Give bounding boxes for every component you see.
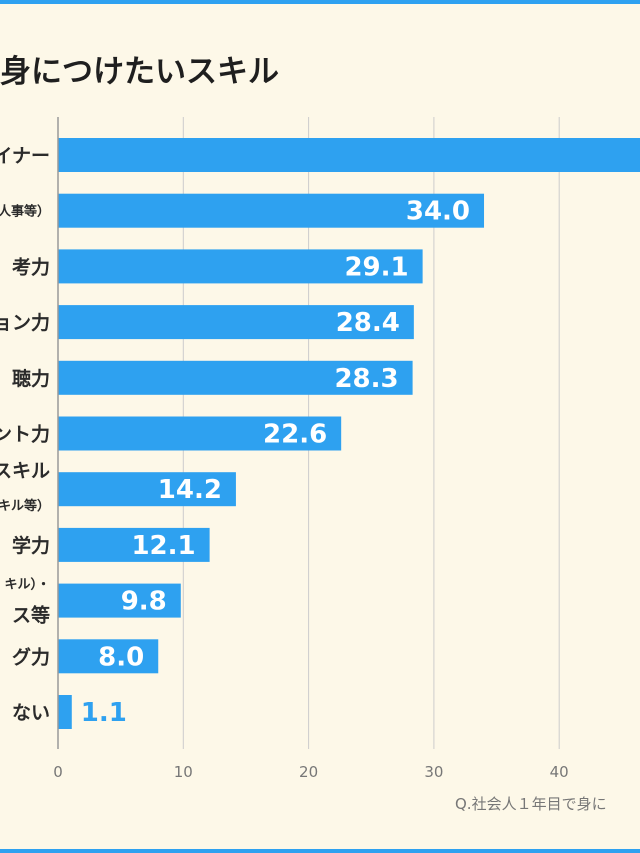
bar-chart: イナー 34.0 人事等） 29.1 考力 28.4 ョン力 28.3 聴力 22.6 ント力 14.… (0, 117, 640, 781)
category-label: ス等 (12, 604, 50, 627)
data-label: 12.1 (131, 531, 195, 561)
category-label: スキル (0, 460, 50, 482)
bar (58, 583, 181, 618)
bar (58, 193, 485, 228)
bar (58, 138, 640, 172)
bar (58, 472, 236, 507)
bar (58, 249, 423, 284)
category-label: ント力 (0, 423, 50, 446)
data-label: 22.6 (263, 420, 327, 450)
x-tick-label: 10 (174, 763, 193, 781)
x-tick-label: 30 (424, 763, 443, 781)
category-label: ない (12, 702, 50, 724)
bar (58, 527, 210, 562)
category-label: 聴力 (12, 367, 50, 390)
data-label: 8.0 (98, 642, 144, 672)
category-label: イナー (0, 145, 50, 167)
category-label: グ力 (12, 645, 50, 668)
x-tick-label: 0 (53, 763, 63, 781)
category-label: キル）・ (4, 577, 50, 593)
data-label: 28.3 (334, 364, 398, 394)
category-label: 人事等） (0, 204, 50, 220)
data-label: 14.2 (158, 475, 222, 505)
data-label: 28.4 (336, 308, 400, 338)
data-label: 1.1 (81, 698, 127, 728)
data-label: 9.8 (121, 587, 167, 617)
bar (58, 416, 342, 451)
bar (58, 305, 414, 340)
data-label: 29.1 (344, 252, 408, 282)
category-label: 学力 (12, 534, 50, 557)
category-label: キル等） (0, 498, 50, 514)
bar (58, 360, 413, 395)
category-label: ョン力 (0, 311, 50, 334)
x-tick-label: 20 (299, 763, 318, 781)
bar (58, 695, 72, 729)
chart-title: 身につけたいスキル (0, 54, 279, 90)
question-note: Q.社会人１年目で身に (455, 795, 607, 813)
category-label: 考力 (12, 255, 50, 278)
data-label: 34.0 (406, 197, 470, 227)
x-tick-label: 40 (550, 763, 569, 781)
bar (58, 639, 159, 674)
